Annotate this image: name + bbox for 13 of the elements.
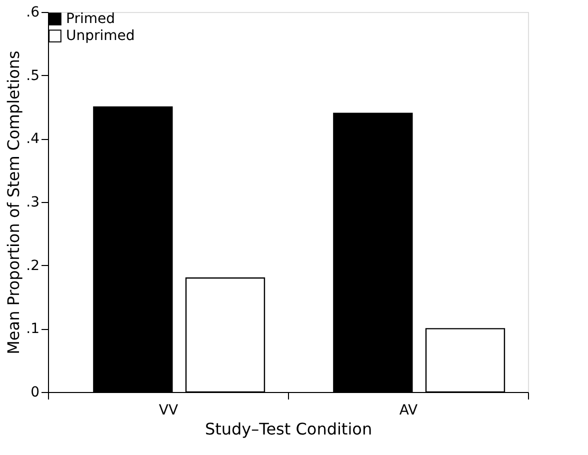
- legend-label: Unprimed: [66, 28, 135, 44]
- y-tick-label: .3: [26, 194, 40, 210]
- y-tick-label: 0: [30, 384, 40, 400]
- y-axis-title: Mean Proportion of Stem Completions: [4, 50, 24, 354]
- x-axis-title: Study–Test Condition: [204, 420, 372, 438]
- legend-label: Primed: [66, 11, 115, 27]
- y-tick-label: .6: [26, 4, 40, 20]
- y-tick-label: .1: [26, 321, 40, 338]
- x-tick-label: VV: [158, 402, 178, 418]
- y-tick-label: .4: [26, 131, 40, 148]
- y-tick-label: .2: [26, 258, 40, 274]
- x-tick-label: AV: [399, 402, 418, 418]
- y-tick-label: .5: [26, 68, 40, 84]
